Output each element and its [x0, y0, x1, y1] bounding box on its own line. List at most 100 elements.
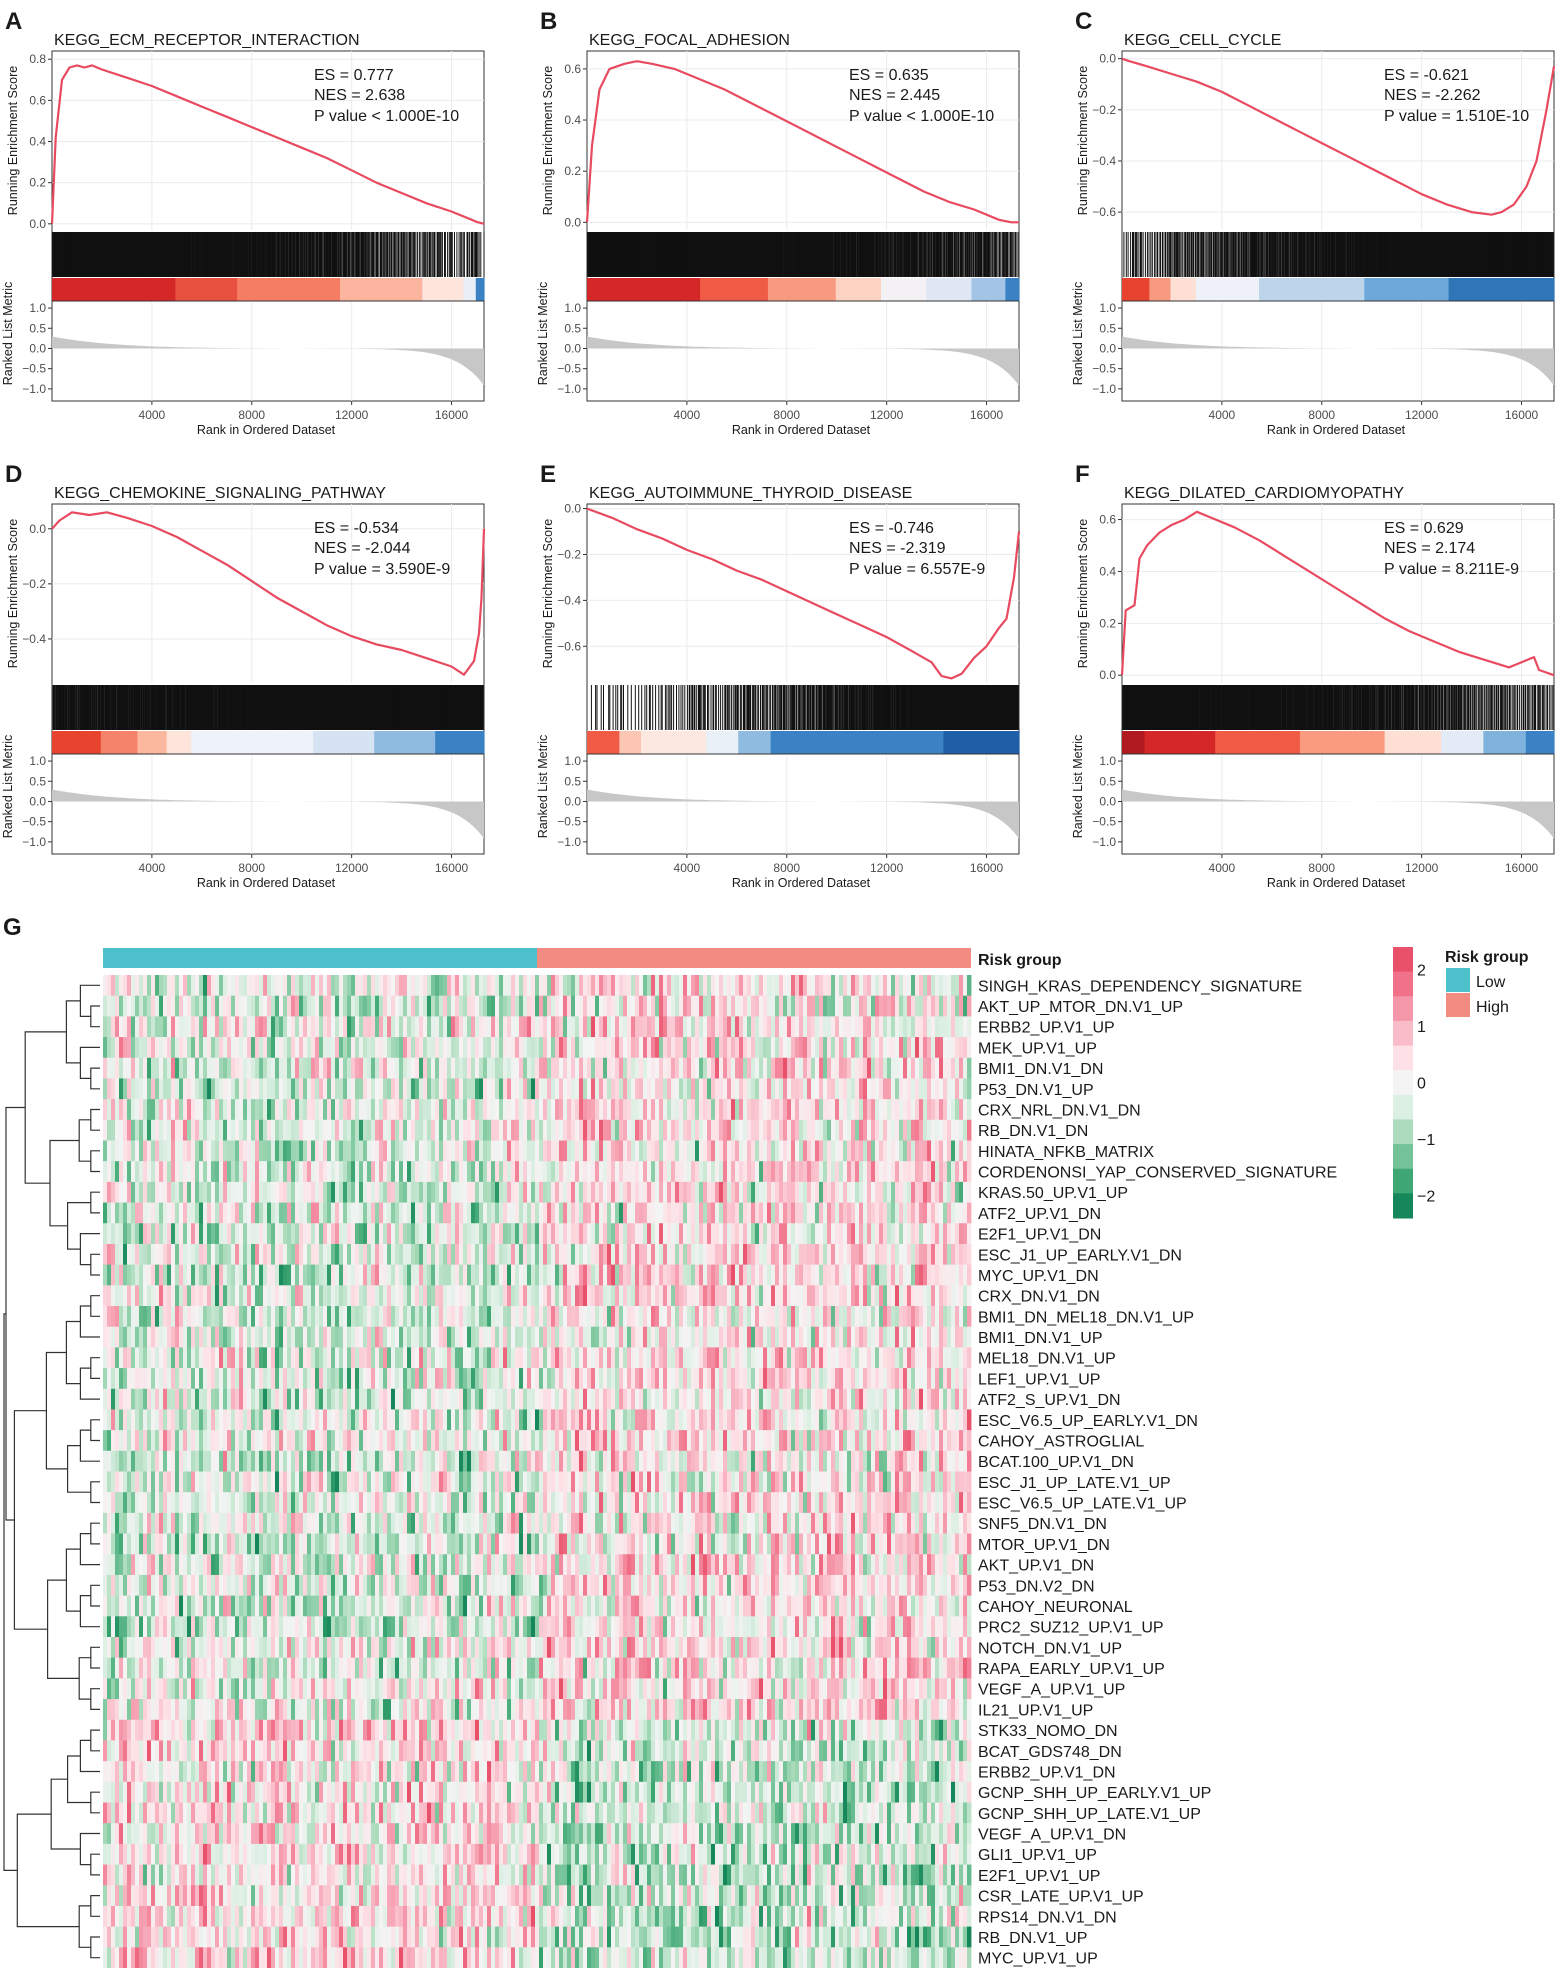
- panel-b-metric-ytick-label-2: 0.0: [564, 341, 581, 355]
- panel-a-gsea: A KEGG_ECM_RECEPTOR_INTERACTION ES = 0.777…: [1, 8, 485, 437]
- panel-c-title: KEGG_CELL_CYCLE: [1124, 32, 1281, 49]
- panel-e-xtick-label-1: 8000: [773, 861, 800, 875]
- panel-f-es-ytick-label-0: 0.0: [1099, 668, 1116, 682]
- panel-d-xtick-label-1: 8000: [238, 861, 265, 875]
- panel-d-metric-ytick-label-4: −1.0: [22, 835, 46, 849]
- panel-a-heat-seg-2: [237, 278, 341, 301]
- panel-a-es-ytick-label-0: 0.0: [29, 217, 46, 231]
- panel-d-metric-ytick-label-3: −0.5: [22, 815, 46, 829]
- panel-d-metric-ytick-label-2: 0.0: [29, 794, 46, 808]
- panel-d-xlabel: Rank in Ordered Dataset: [197, 876, 336, 890]
- panel-b-nes: NES = 2.445: [849, 87, 940, 104]
- panel-a-xtick-label-3: 16000: [435, 408, 469, 422]
- panel-b-es-ytick-label-3: 0.6: [564, 62, 581, 76]
- panel-b-metric-ytick-label-1: 0.5: [564, 321, 581, 335]
- panel-e-heat-seg-1: [619, 731, 642, 754]
- panel-c-metric-ytick-label-2: 0.0: [1099, 341, 1116, 355]
- panel-a-metric-ytick-label-4: −1.0: [22, 382, 46, 396]
- panel-f-pvalue: P value = 8.211E-9: [1384, 561, 1519, 578]
- panel-e-xlabel: Rank in Ordered Dataset: [732, 876, 871, 890]
- panel-b-es-ytick-label-2: 0.4: [564, 113, 581, 127]
- panel-c-es-ytick-label-3: −0.6: [1092, 205, 1116, 219]
- panel-e-metric-ytick-label-0: 1.0: [564, 754, 581, 768]
- panel-e-title: KEGG_AUTOIMMUNE_THYROID_DISEASE: [589, 485, 912, 502]
- panel-a-es: ES = 0.777: [314, 67, 394, 84]
- panel-e-metric-ylabel: Ranked List Metric: [536, 735, 550, 839]
- panel-f-nes: NES = 2.174: [1384, 540, 1475, 557]
- panel-b-es: ES = 0.635: [849, 67, 929, 84]
- panel-d-pvalue: P value = 3.590E-9: [314, 561, 450, 578]
- panel-b-xtick-label-2: 12000: [870, 408, 904, 422]
- panel-b-heat-seg-5: [926, 278, 973, 301]
- panel-b-metric-ytick-label-3: −0.5: [557, 362, 581, 376]
- panel-c-enrichment-curve: [1121, 57, 1555, 216]
- panel-f-es-ytick-label-1: 0.2: [1099, 616, 1116, 630]
- panel-c-es-ylabel: Running Enrichment Score: [1076, 66, 1090, 215]
- panel-c-metric-ytick-label-4: −1.0: [1092, 382, 1116, 396]
- panel-d-heat-seg-6: [374, 731, 436, 754]
- panel-a-enrichment-curve: [50, 64, 485, 225]
- panel-b-metric-area: [587, 336, 1019, 386]
- panel-c-label: C: [1075, 8, 1092, 35]
- panel-d-es-ytick-label-0: 0.0: [29, 522, 46, 536]
- panel-b-xtick-label-1: 8000: [773, 408, 800, 422]
- panel-b-title: KEGG_FOCAL_ADHESION: [589, 32, 790, 49]
- panel-d-heat-seg-5: [313, 731, 375, 754]
- panel-a-hit-barcode: [52, 232, 485, 277]
- panel-f-hit-barcode: [1122, 685, 1555, 730]
- panel-c-xlabel: Rank in Ordered Dataset: [1267, 423, 1406, 437]
- panel-b-pvalue: P value < 1.000E-10: [849, 108, 994, 125]
- panel-a-xtick-label-1: 8000: [238, 408, 265, 422]
- panel-c-heat-seg-2: [1170, 278, 1197, 301]
- panel-c-xtick-label-3: 16000: [1505, 408, 1539, 422]
- panel-c-es-ytick-label-1: −0.2: [1092, 103, 1116, 117]
- panel-a-metric-area: [52, 336, 484, 386]
- panel-c-metric-area: [1122, 336, 1554, 386]
- panel-b-heat-seg-0: [587, 278, 701, 301]
- panel-c-xtick-label-1: 8000: [1308, 408, 1335, 422]
- panel-c-heat-seg-4: [1259, 278, 1365, 301]
- panel-f-es-ylabel: Running Enrichment Score: [1076, 519, 1090, 668]
- panel-c-heat-seg-1: [1149, 278, 1172, 301]
- panel-d-enrichment-curve: [51, 511, 486, 676]
- panel-b-label: B: [540, 8, 557, 35]
- panel-b-es-ylabel: Running Enrichment Score: [541, 66, 555, 215]
- panel-a-nes: NES = 2.638: [314, 87, 405, 104]
- panel-d-es-ytick-label-1: −0.2: [22, 577, 46, 591]
- panel-b-xtick-label-3: 16000: [970, 408, 1004, 422]
- panel-e-heat-seg-6: [943, 731, 1020, 754]
- panel-d-heat-seg-2: [137, 731, 168, 754]
- panel-e-metric-area: [587, 789, 1019, 839]
- panel-c-metric-ylabel: Ranked List Metric: [1071, 282, 1085, 386]
- panel-b-hit-barcode: [587, 232, 1020, 277]
- panel-d-heat-seg-1: [100, 731, 138, 754]
- panel-a-xtick-label-2: 12000: [335, 408, 369, 422]
- panel-a-heat-seg-0: [52, 278, 176, 301]
- panel-f-frame: [1121, 503, 1555, 855]
- panel-b-enrichment-curve: [585, 60, 1019, 224]
- panel-d-frame: [51, 503, 485, 855]
- panel-a-heat-seg-1: [175, 278, 238, 301]
- panel-b-heat-seg-3: [835, 278, 882, 301]
- panel-f-es: ES = 0.629: [1384, 520, 1464, 537]
- panel-e-frame: [586, 503, 1020, 855]
- panel-d-gsea: D KEGG_CHEMOKINE_SIGNALING_PATHWAY ES = -0…: [1, 461, 486, 890]
- panel-a-heat-seg-6: [475, 278, 485, 301]
- panel-b-metric-ylabel: Ranked List Metric: [536, 282, 550, 386]
- panel-e-es-ylabel: Running Enrichment Score: [541, 519, 555, 668]
- panel-d-es-ytick-label-2: −0.4: [22, 632, 46, 646]
- panel-d-metric-area: [52, 789, 484, 839]
- panel-d-xtick-label-2: 12000: [335, 861, 369, 875]
- panel-f-es-ytick-label-3: 0.6: [1099, 513, 1116, 527]
- panel-d-xtick-label-0: 4000: [139, 861, 166, 875]
- panel-b-metric-ytick-label-4: −1.0: [557, 382, 581, 396]
- panel-d-metric-ytick-label-1: 0.5: [29, 774, 46, 788]
- panel-e-heat-seg-3: [705, 731, 739, 754]
- panel-b-heat-seg-4: [881, 278, 927, 301]
- panel-e-heat-seg-5: [770, 731, 944, 754]
- panel-d-heat-seg-7: [435, 731, 485, 754]
- panel-e-metric-ytick-label-1: 0.5: [564, 774, 581, 788]
- panel-c-es-ytick-label-0: 0.0: [1099, 52, 1116, 66]
- panel-f-label: F: [1075, 461, 1090, 488]
